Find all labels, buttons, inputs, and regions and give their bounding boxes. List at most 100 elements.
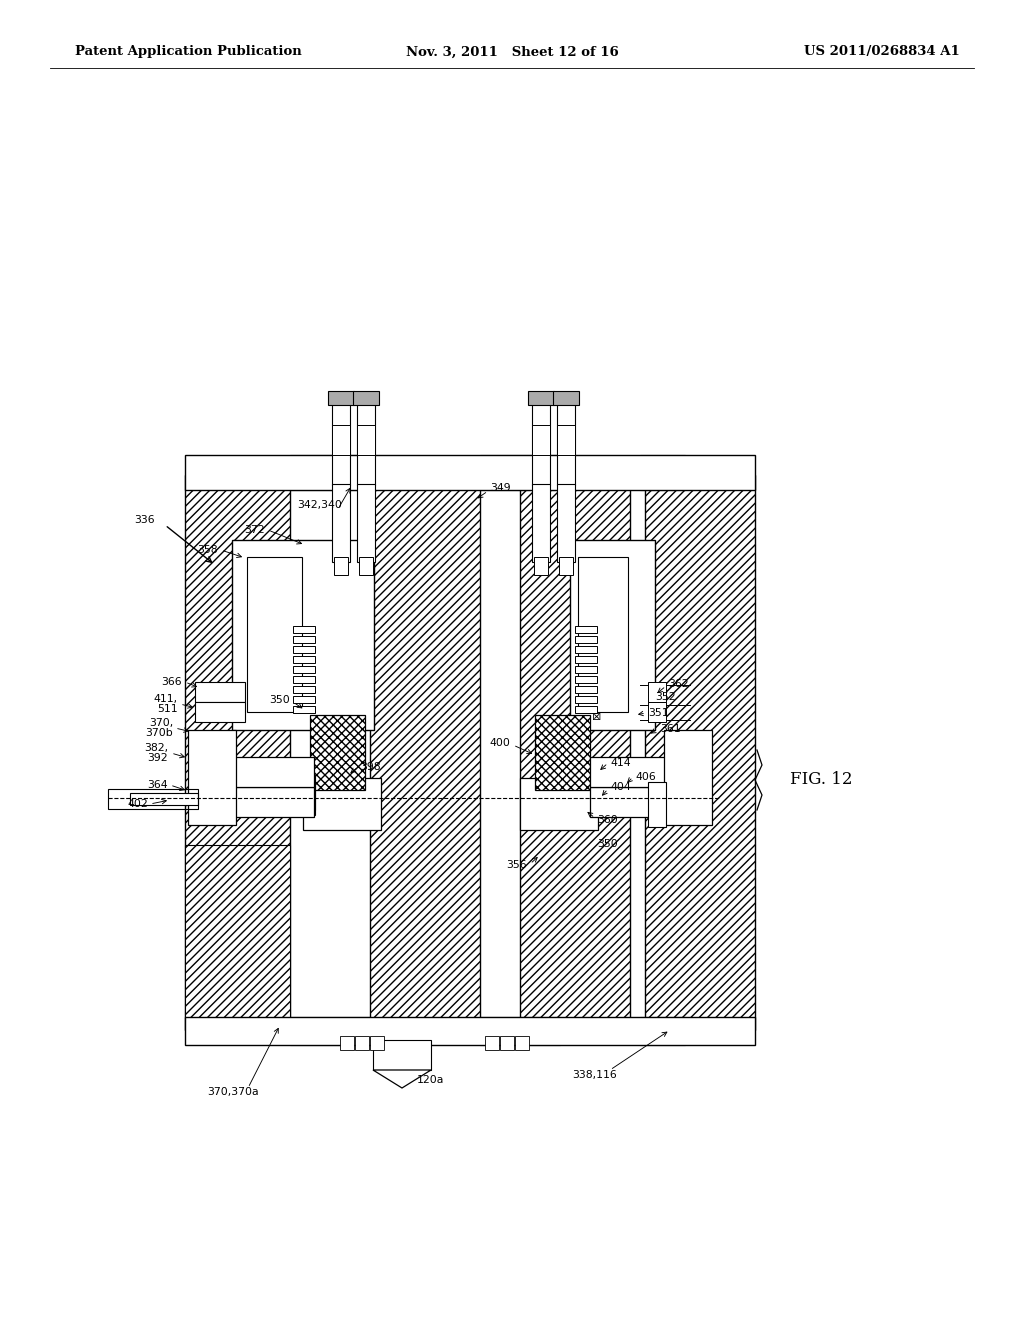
Bar: [575, 626, 597, 634]
Bar: [240, 546, 366, 725]
Text: 358: 358: [198, 545, 218, 554]
Bar: [195, 682, 245, 702]
Bar: [359, 557, 373, 576]
Bar: [534, 557, 548, 576]
Bar: [185, 475, 290, 1030]
Text: 400: 400: [489, 738, 510, 748]
Bar: [185, 455, 755, 490]
Text: 411,: 411,: [154, 694, 178, 704]
Text: 342,340: 342,340: [298, 500, 342, 510]
Bar: [108, 789, 198, 809]
Text: 402: 402: [127, 799, 148, 809]
Bar: [648, 702, 666, 722]
Bar: [575, 706, 597, 713]
Bar: [532, 484, 550, 562]
Bar: [557, 484, 575, 562]
Bar: [232, 787, 314, 817]
Bar: [664, 730, 712, 825]
Polygon shape: [373, 1071, 431, 1088]
Bar: [355, 1036, 369, 1049]
Text: Patent Application Publication: Patent Application Publication: [75, 45, 302, 58]
Bar: [310, 715, 365, 789]
Bar: [575, 656, 597, 663]
Bar: [293, 645, 315, 653]
Text: 120a: 120a: [417, 1074, 443, 1085]
Text: 338,116: 338,116: [572, 1071, 617, 1080]
Bar: [640, 455, 685, 490]
Bar: [303, 777, 381, 830]
Text: 361: 361: [660, 723, 681, 734]
Text: 406: 406: [635, 772, 655, 781]
Bar: [559, 557, 573, 576]
Bar: [130, 793, 198, 805]
Bar: [485, 1036, 499, 1049]
Bar: [293, 667, 315, 673]
Bar: [575, 645, 597, 653]
Bar: [185, 1016, 755, 1045]
Bar: [185, 845, 290, 1030]
Bar: [370, 1036, 384, 1049]
Bar: [232, 756, 314, 787]
Text: 351: 351: [648, 708, 669, 718]
Text: 370b: 370b: [145, 729, 173, 738]
Bar: [195, 780, 315, 810]
Bar: [590, 787, 672, 817]
Bar: [527, 783, 591, 825]
Bar: [195, 775, 315, 814]
Bar: [648, 682, 666, 702]
Bar: [578, 557, 628, 711]
Bar: [640, 1016, 685, 1045]
Bar: [575, 676, 597, 682]
Text: $\boxtimes$: $\boxtimes$: [591, 710, 601, 722]
Bar: [293, 676, 315, 682]
Text: 364: 364: [147, 780, 168, 789]
Bar: [293, 686, 315, 693]
Bar: [532, 425, 550, 455]
Bar: [293, 656, 315, 663]
Text: 398: 398: [360, 762, 381, 772]
Bar: [290, 1016, 370, 1045]
Text: 392: 392: [147, 752, 168, 763]
Bar: [357, 484, 375, 562]
Bar: [247, 557, 302, 711]
Bar: [293, 696, 315, 704]
Bar: [575, 667, 597, 673]
Text: 356: 356: [507, 861, 527, 870]
Bar: [290, 455, 370, 490]
Text: 404: 404: [610, 781, 631, 792]
Text: 414: 414: [610, 758, 631, 768]
Bar: [373, 1040, 431, 1071]
Bar: [535, 715, 590, 789]
Text: 349: 349: [490, 483, 511, 492]
Bar: [357, 425, 375, 455]
Bar: [293, 706, 315, 713]
Bar: [557, 425, 575, 455]
Text: 511: 511: [158, 704, 178, 714]
Bar: [515, 1036, 529, 1049]
Bar: [353, 391, 379, 405]
Bar: [575, 686, 597, 693]
Bar: [293, 626, 315, 634]
Bar: [520, 777, 598, 830]
Bar: [340, 1036, 354, 1049]
Bar: [645, 475, 755, 1030]
Text: 370,370a: 370,370a: [207, 1086, 259, 1097]
Text: Nov. 3, 2011   Sheet 12 of 16: Nov. 3, 2011 Sheet 12 of 16: [406, 45, 618, 58]
Bar: [188, 730, 236, 825]
Bar: [232, 540, 374, 730]
Text: 382,: 382,: [144, 743, 168, 752]
Bar: [575, 636, 597, 643]
Text: 350: 350: [269, 696, 290, 705]
Text: 372: 372: [245, 525, 265, 535]
Bar: [500, 1036, 514, 1049]
Bar: [528, 391, 554, 405]
Bar: [520, 465, 630, 1026]
Bar: [332, 484, 350, 562]
Bar: [590, 756, 672, 787]
Text: 370,: 370,: [148, 718, 173, 729]
Bar: [480, 1016, 560, 1045]
Text: FIG. 12: FIG. 12: [790, 771, 853, 788]
Bar: [332, 425, 350, 455]
Bar: [334, 557, 348, 576]
Bar: [553, 391, 579, 405]
